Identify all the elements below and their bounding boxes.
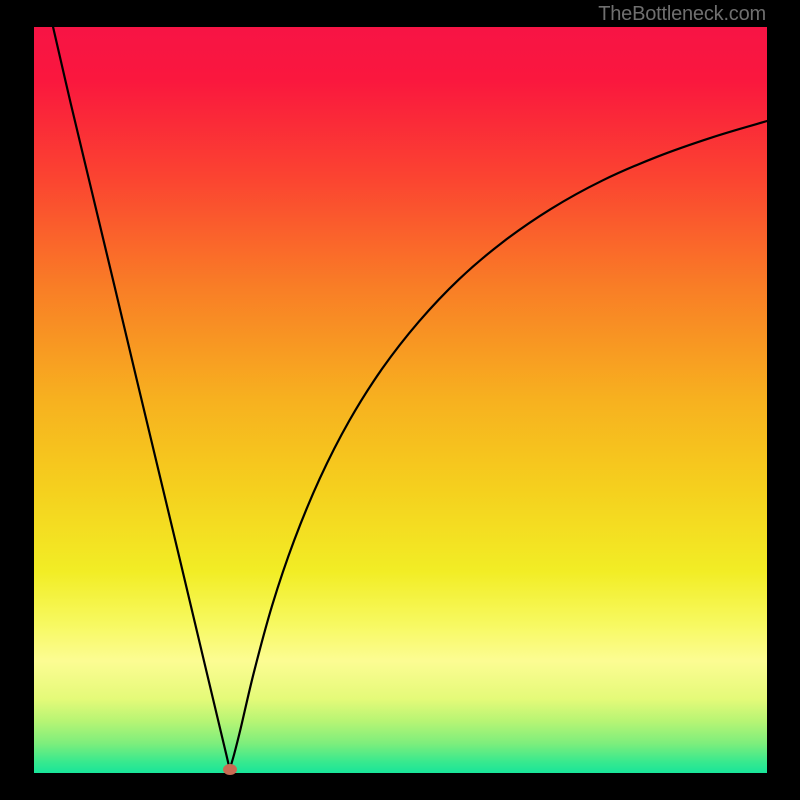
chart-frame: TheBottleneck.com [0,0,800,800]
watermark-text: TheBottleneck.com [598,3,766,26]
minimum-marker [223,764,237,775]
bottleneck-curve [0,0,800,800]
